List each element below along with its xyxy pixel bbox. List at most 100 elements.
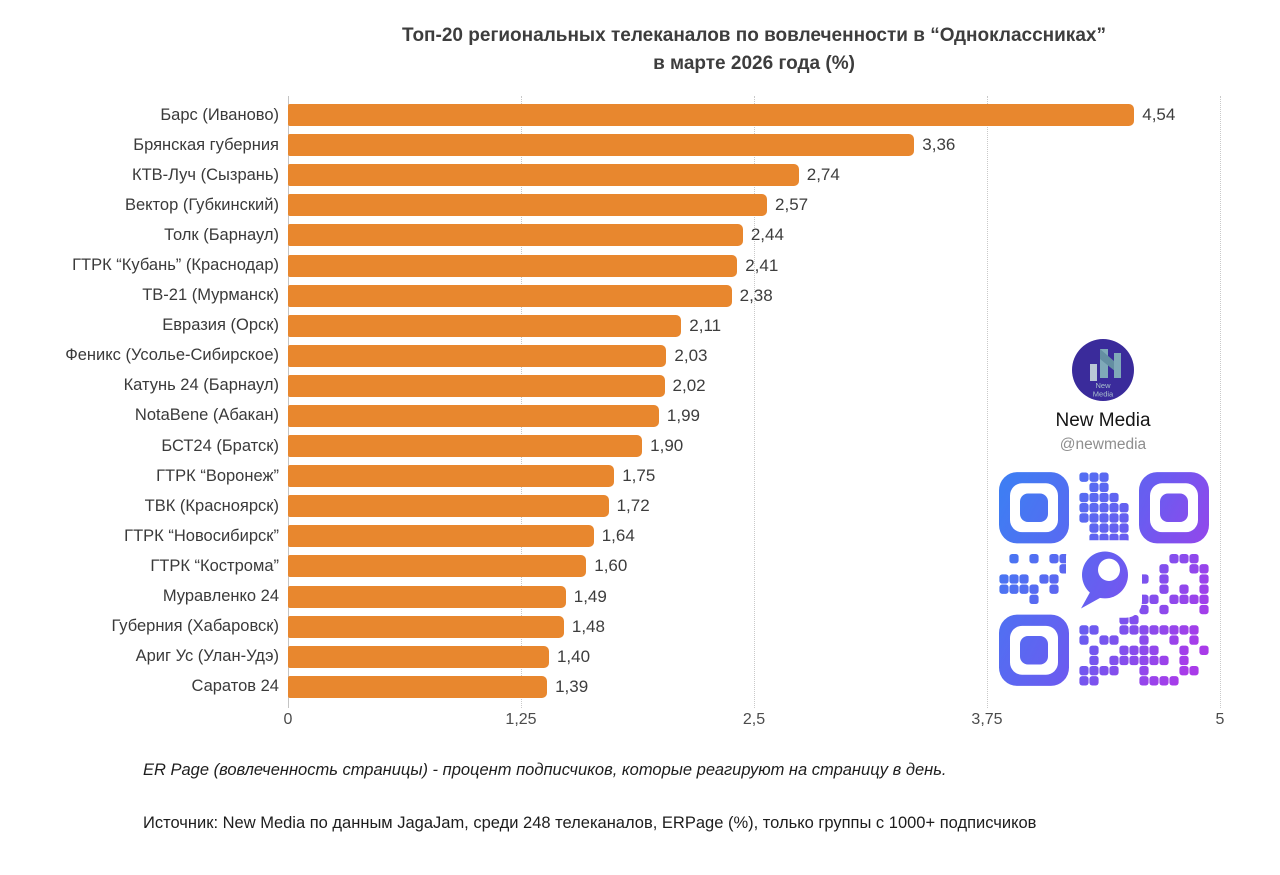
bar-row: Феникс (Усолье-Сибирское) 2,03 (0, 341, 1280, 371)
branding-name: New Media (1055, 410, 1151, 431)
bar-row: Губерния (Хабаровск) 1,48 (0, 612, 1280, 642)
bar-row: БСТ24 (Братск) 1,90 (0, 431, 1280, 461)
bar-row: NotaBene (Абакан) 1,99 (0, 401, 1280, 431)
value-label: 1,39 (555, 676, 589, 696)
x-tick-label: 0 (283, 711, 293, 728)
category-label: КТВ-Луч (Сызрань) (131, 165, 279, 184)
value-label: 2,11 (689, 315, 722, 335)
bar-row: ГТРК “Воронеж” 1,75 (0, 461, 1280, 491)
value-label: 1,60 (594, 556, 628, 576)
bar (288, 585, 566, 608)
value-label: 2,74 (806, 165, 840, 185)
bar-row: Катунь 24 (Барнаул) 2,02 (0, 371, 1280, 401)
bar-track: 1,49 (288, 585, 1220, 608)
category-label: ТВ-21 (Мурманск) (142, 286, 279, 305)
bar-track: 1,90 (288, 435, 1220, 458)
bar (288, 435, 643, 458)
bar (288, 555, 587, 578)
bar-chart: Барс (Иваново) 4,54 Брянская губерния 3,36 К… (0, 100, 1280, 702)
bar-track: 2,02 (288, 374, 1220, 397)
bar-track: 2,57 (288, 194, 1220, 217)
category-label: ГТРК “Новосибирск” (124, 526, 279, 545)
bar-track: 4,54 (288, 104, 1220, 127)
category-label: ТВК (Красноярск) (144, 496, 279, 515)
bar (288, 224, 743, 247)
value-label: 1,64 (601, 526, 635, 546)
value-label: 2,02 (672, 375, 706, 395)
footnote-source: Источник: New Media по данным JagaJam, с… (143, 814, 1037, 832)
category-label: NotaBene (Абакан) (134, 406, 279, 425)
category-label: Вектор (Губкинский) (124, 195, 279, 214)
y-axis-line (288, 96, 289, 708)
bar-row: ГТРК “Новосибирск” 1,64 (0, 521, 1280, 551)
bar-track: 1,48 (288, 615, 1220, 638)
bar-track: 2,03 (288, 344, 1220, 367)
bar-track: 2,44 (288, 224, 1220, 247)
bar (288, 164, 799, 187)
chart-title-line1: Топ-20 региональных телеканалов по вовле… (402, 25, 1106, 46)
bar-track: 2,74 (288, 164, 1220, 187)
bar-track: 1,39 (288, 675, 1220, 698)
bar-row: Саратов 24 1,39 (0, 672, 1280, 702)
value-label: 1,75 (622, 466, 656, 486)
category-label: ГТРК “Кубань” (Краснодар) (72, 256, 279, 275)
qr-code (999, 472, 1209, 686)
bar-row: Толк (Барнаул) 2,44 (0, 220, 1280, 250)
category-label: Саратов 24 (191, 677, 279, 696)
value-label: 1,72 (616, 496, 650, 516)
value-label: 2,03 (674, 345, 708, 365)
category-label: Муравленко 24 (162, 587, 279, 606)
bar-row: Барс (Иваново) 4,54 (0, 100, 1280, 130)
bar-track: 1,75 (288, 465, 1220, 488)
value-label: 2,38 (739, 285, 773, 305)
x-tick-label: 3,75 (971, 711, 1003, 728)
x-axis: 0 1,25 2,5 3,75 5 (284, 711, 1225, 733)
x-tick-label: 5 (1215, 711, 1225, 728)
bar (288, 314, 682, 337)
logo-text-new: New (1095, 381, 1111, 390)
value-label: 1,49 (573, 586, 607, 606)
bar (288, 525, 594, 548)
bar-track: 2,11 (288, 314, 1220, 337)
value-label: 2,44 (750, 225, 784, 245)
bar-row: ГТРК “Кострома” 1,60 (0, 551, 1280, 581)
value-label: 2,57 (775, 195, 809, 215)
category-label: Евразия (Орск) (162, 316, 279, 335)
category-label: Феникс (Усолье-Сибирское) (65, 346, 279, 365)
bar (288, 615, 564, 638)
bar (288, 194, 768, 217)
category-label: ГТРК “Воронеж” (156, 466, 279, 485)
branding-handle: @newmedia (1059, 436, 1147, 453)
bar-track: 2,38 (288, 284, 1220, 307)
x-tick-label: 2,5 (742, 711, 766, 728)
bar (288, 374, 665, 397)
bar-row: Муравленко 24 1,49 (0, 582, 1280, 612)
bar (288, 134, 915, 157)
bar (288, 675, 548, 698)
chart-title-line2: в марте 2026 года (%) (653, 53, 855, 74)
footnote-definition: ER Page (вовлеченность страницы) - проце… (143, 761, 947, 779)
bar-track: 1,72 (288, 495, 1220, 518)
value-label: 4,54 (1142, 105, 1176, 125)
bar-row: Брянская губерния 3,36 (0, 130, 1280, 160)
bar (288, 645, 549, 668)
category-label: Толк (Барнаул) (164, 225, 279, 244)
category-label: ГТРК “Кострома” (150, 556, 279, 575)
category-label: Катунь 24 (Барнаул) (123, 376, 279, 395)
newmedia-logo-icon: New Media (1072, 339, 1134, 401)
category-label: Барс (Иваново) (160, 105, 279, 124)
logo-text-media: Media (1093, 390, 1114, 399)
bar (288, 104, 1135, 127)
category-label: БСТ24 (Братск) (161, 436, 279, 455)
bar-row: Евразия (Орск) 2,11 (0, 311, 1280, 341)
bar-row: ТВК (Красноярск) 1,72 (0, 491, 1280, 521)
bar (288, 404, 659, 427)
qr-center-chat-bubble-icon (1066, 540, 1142, 618)
bar (288, 465, 615, 488)
bar-track: 1,64 (288, 525, 1220, 548)
bar-track: 3,36 (288, 134, 1220, 157)
value-label: 1,40 (556, 646, 591, 666)
bar-row: Вектор (Губкинский) 2,57 (0, 190, 1280, 220)
category-label: Брянская губерния (133, 135, 279, 154)
bar-row: ТВ-21 (Мурманск) 2,38 (0, 281, 1280, 311)
